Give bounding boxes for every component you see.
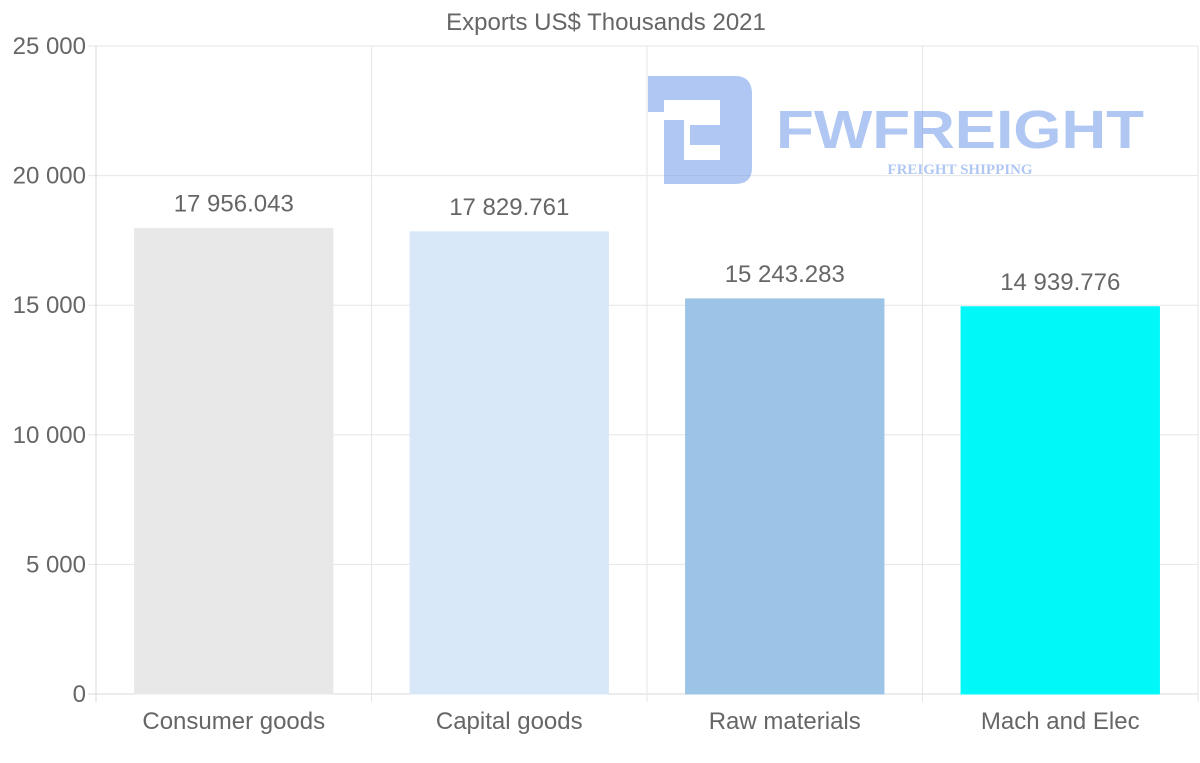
x-category-label: Mach and Elec [981, 708, 1140, 735]
chart-title: Exports US$ Thousands 2021 [446, 9, 766, 36]
watermark-logo: FWFREIGHT FREIGHT SHIPPING [648, 76, 1144, 184]
bar-value-label: 17 829.761 [449, 194, 569, 221]
bar-consumer-goods [134, 228, 334, 695]
y-tick-label: 10 000 [13, 422, 86, 449]
y-tick-label: 15 000 [13, 292, 86, 319]
x-category-label: Raw materials [709, 708, 861, 735]
bar-value-label: 17 956.043 [174, 191, 294, 218]
bar-capital-goods [409, 231, 609, 695]
data-labels: 17 956.043 17 829.761 15 243.283 14 939.776 [174, 191, 1121, 296]
x-category-label: Capital goods [436, 708, 583, 735]
watermark-brand-text: FWFREIGHT [776, 100, 1144, 160]
bar-value-label: 14 939.776 [1000, 269, 1120, 296]
bar-value-label: 15 243.283 [725, 261, 845, 288]
axes: 0 5 000 10 000 15 000 20 000 25 000 Consumer g… [13, 33, 1140, 735]
y-tick-label: 20 000 [13, 163, 86, 190]
bars [134, 228, 1160, 695]
y-tick-label: 0 [73, 681, 86, 708]
watermark-emblem-icon [648, 76, 752, 184]
bar-mach-and-elec [960, 306, 1160, 695]
x-category-label: Consumer goods [142, 708, 325, 735]
bar-raw-materials [685, 298, 885, 695]
y-tick-label: 5 000 [26, 551, 86, 578]
watermark-tagline-text: FREIGHT SHIPPING [887, 162, 1032, 178]
y-tick-label: 25 000 [13, 33, 86, 60]
